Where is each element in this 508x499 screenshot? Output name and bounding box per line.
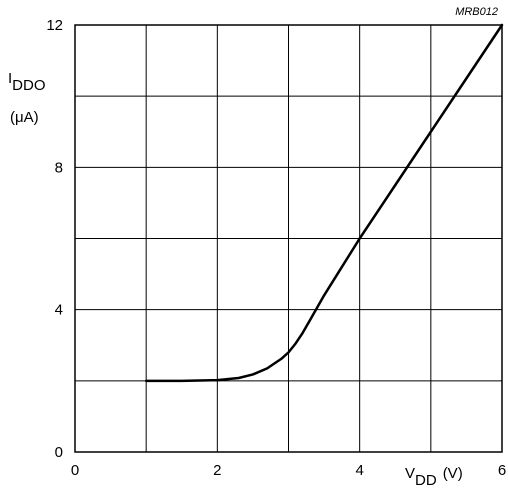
- x-axis-subscript: DD: [415, 472, 437, 489]
- x-axis-unit: (V): [443, 465, 463, 482]
- series-layer: [144, 23, 504, 383]
- tick-labels: 0 2 4 6 0 4 8 12: [46, 17, 506, 479]
- x-axis-label: VDD (V): [405, 465, 463, 489]
- y-axis-subscript: DDO: [12, 77, 45, 94]
- y-axis-label: IDDO: [8, 70, 46, 94]
- y-axis-symbol: I: [8, 70, 12, 87]
- plot-frame: [74, 24, 503, 453]
- x-axis-symbol: V: [405, 465, 415, 482]
- y-tick-label-1: 4: [55, 302, 63, 319]
- y-tick-label-2: 8: [55, 159, 63, 176]
- series-line-0: [144, 23, 504, 383]
- x-tick-label-1: 2: [213, 462, 221, 479]
- x-tick-label-0: 0: [71, 462, 79, 479]
- x-tick-label-3: 6: [498, 462, 506, 479]
- figure-code-label: MRB012: [455, 6, 498, 18]
- y-tick-label-0: 0: [55, 444, 63, 461]
- x-tick-label-2: 4: [355, 462, 363, 479]
- y-tick-label-3: 12: [46, 17, 63, 34]
- grid-lines: [75, 25, 502, 452]
- y-axis-unit: (μA): [10, 109, 39, 126]
